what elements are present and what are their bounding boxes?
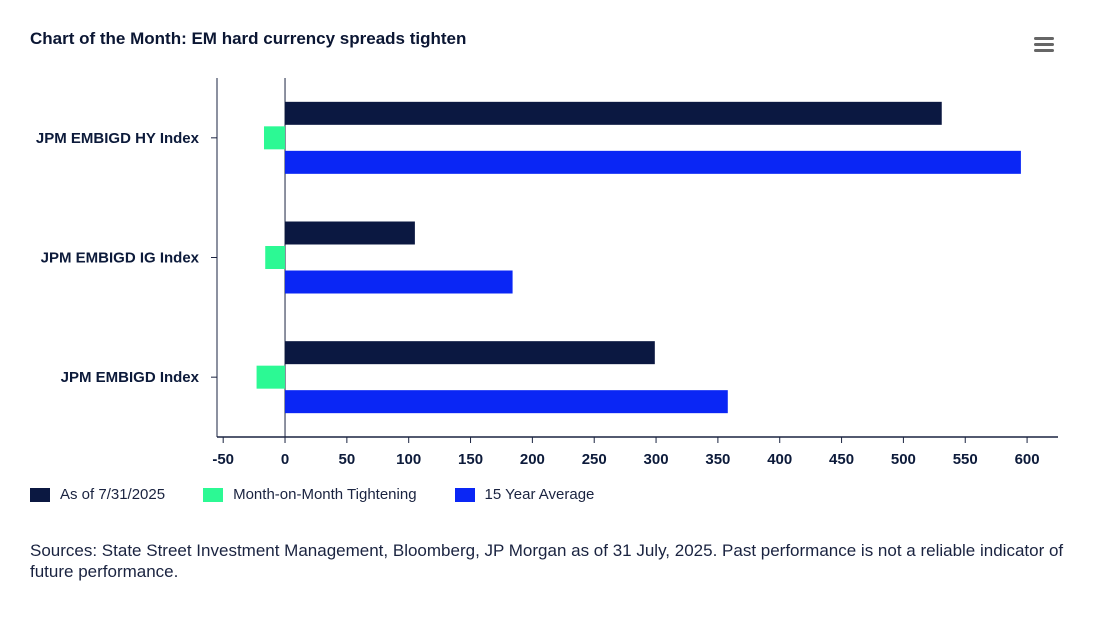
x-tick-label: 500: [891, 451, 916, 468]
category-label: JPM EMBIGD IG Index: [41, 250, 200, 267]
x-tick-label: 350: [705, 451, 730, 468]
x-tick-label: 100: [396, 451, 421, 468]
legend-swatch-as-of: [30, 487, 50, 502]
x-tick-label: 600: [1015, 451, 1040, 468]
legend-label-as-of: As of 7/31/2025: [60, 486, 166, 503]
legend-swatch-15yr: [454, 487, 475, 502]
bar-mom: [256, 365, 286, 389]
bar-15yr: [285, 390, 728, 414]
x-tick-label: 0: [281, 451, 289, 468]
legend-item-as-of[interactable]: As of 7/31/2025: [30, 486, 165, 503]
x-tick-label: -50: [212, 451, 234, 468]
legend-item-mom[interactable]: Month-on-Month Tightening: [203, 486, 417, 503]
x-tick-label: 400: [767, 451, 792, 468]
x-tick-label: 250: [582, 451, 607, 468]
source-note: Sources: State Street Investment Managem…: [30, 541, 1064, 581]
legend-label-15yr: 15 Year Average: [484, 486, 595, 503]
bar-as-of: [285, 101, 942, 125]
legend-item-15yr[interactable]: 15 Year Average: [454, 486, 595, 503]
bar-as-of: [285, 221, 415, 245]
bar-15yr: [285, 270, 513, 294]
x-tick-label: 150: [458, 451, 483, 468]
x-tick-label: 200: [520, 451, 545, 468]
hamburger-menu-icon[interactable]: [1032, 35, 1056, 55]
category-label: JPM EMBIGD Index: [61, 369, 200, 386]
bar-mom: [265, 246, 286, 269]
chart-legend: As of 7/31/2025 Month-on-Month Tightenin…: [30, 486, 632, 503]
bar-chart: -50 0 50 100 150 200 250 300 350 400 450 500 550 600 J…: [36, 78, 1058, 468]
x-tick-label: 450: [829, 451, 854, 468]
bar-15yr: [285, 150, 1021, 174]
category-label: JPM EMBIGD HY Index: [36, 130, 200, 147]
x-tick-label: 50: [339, 451, 356, 468]
legend-label-mom: Month-on-Month Tightening: [233, 486, 417, 503]
bar-as-of: [285, 341, 655, 365]
chart-title: Chart of the Month: EM hard currency spr…: [30, 29, 467, 48]
x-tick-label: 300: [644, 451, 669, 468]
x-tick-label: 550: [953, 451, 978, 468]
bar-mom: [263, 126, 286, 150]
legend-swatch-mom: [203, 487, 224, 502]
